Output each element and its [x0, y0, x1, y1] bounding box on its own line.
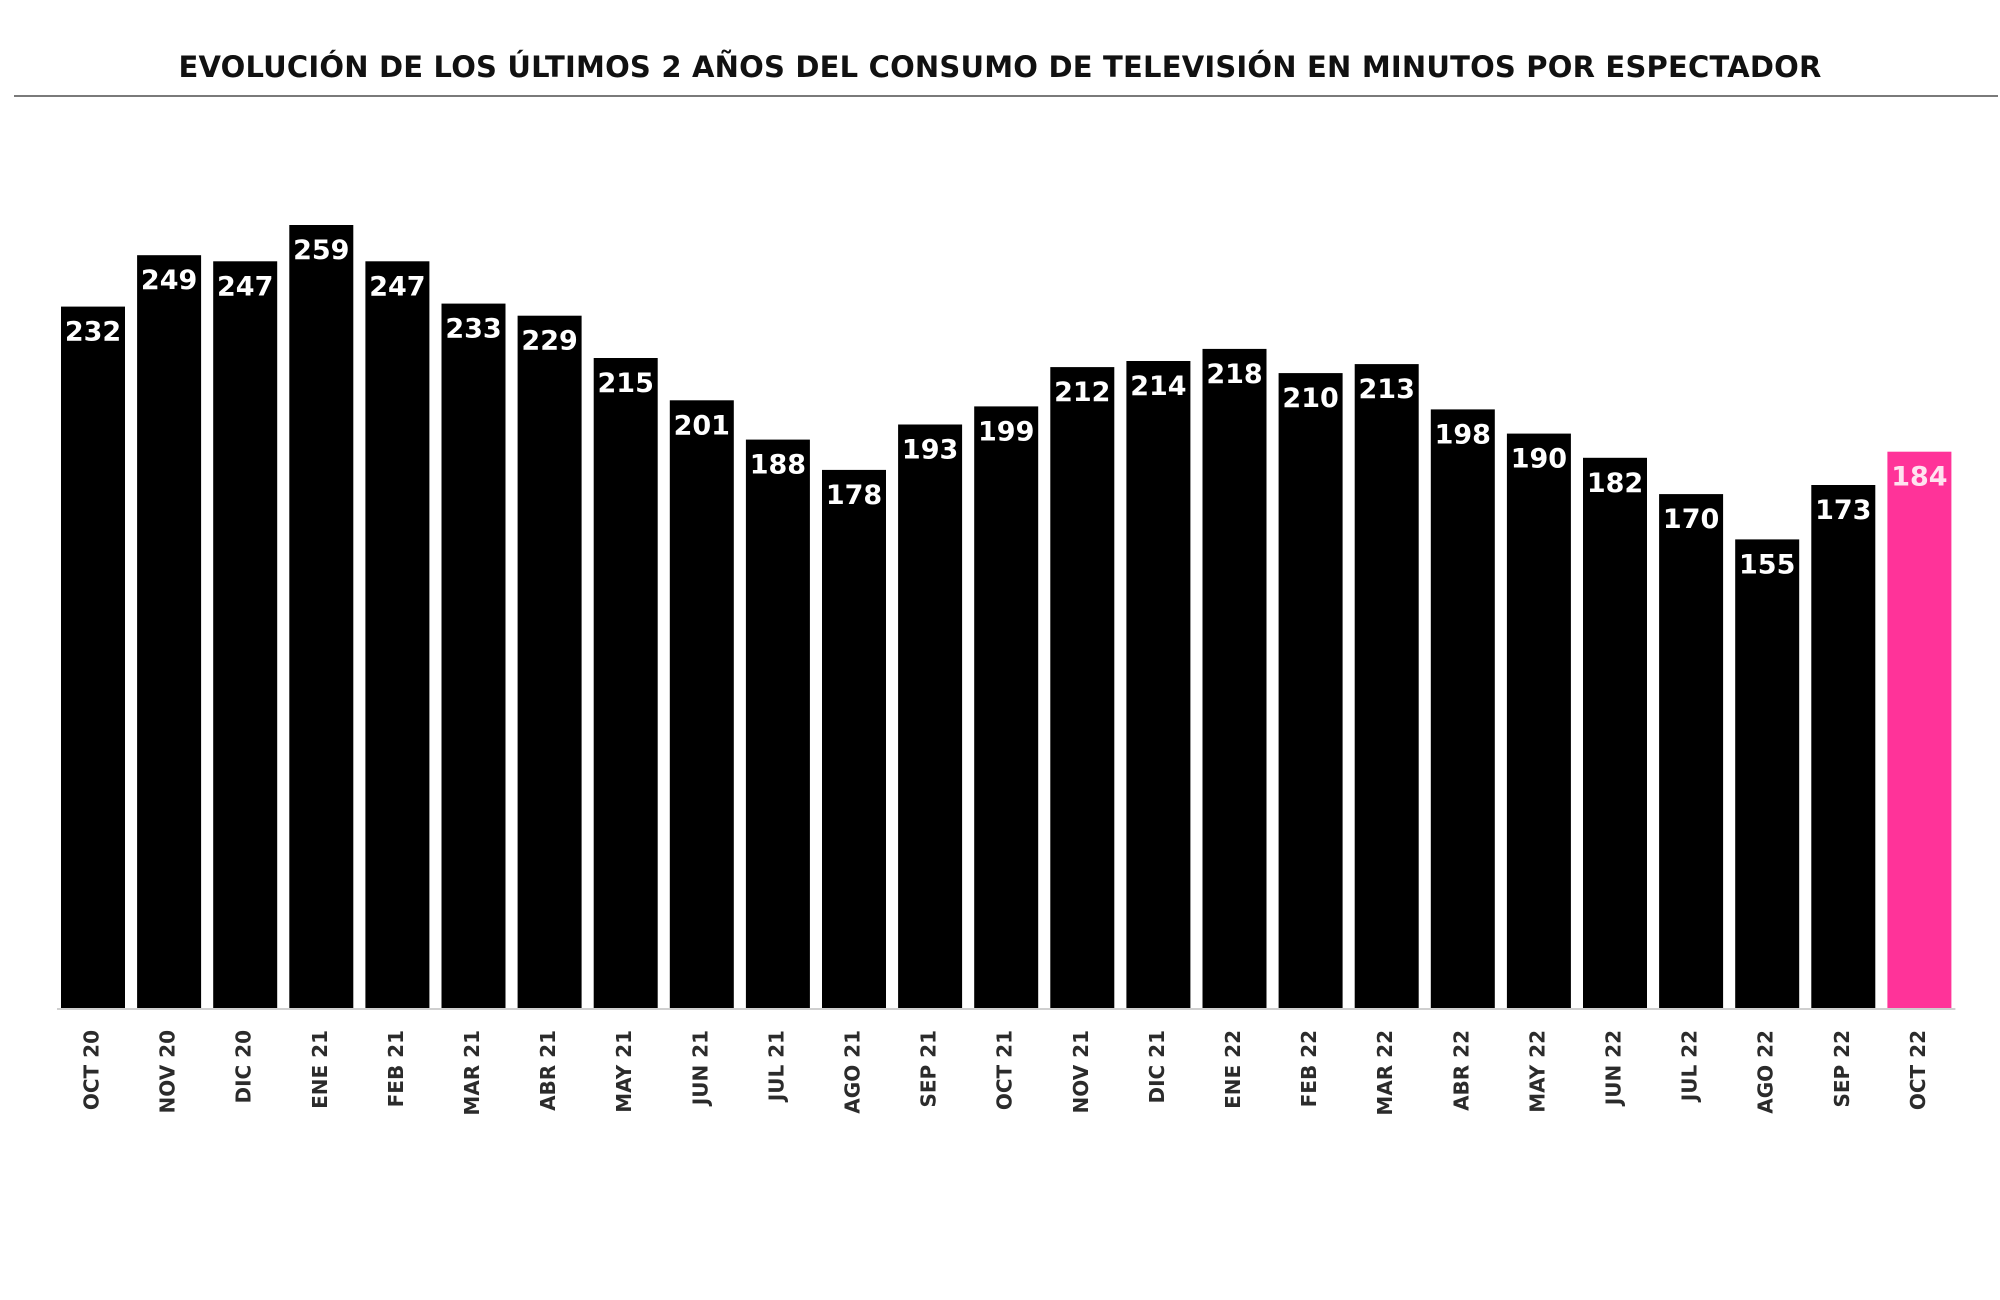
bar-value-label: 173	[1815, 495, 1871, 526]
bar-value-label: 182	[1587, 468, 1643, 499]
x-tick-label: AGO 22	[1754, 1030, 1778, 1114]
bar-value-label: 199	[978, 416, 1034, 447]
bar-abr-22	[1430, 409, 1495, 1008]
bar-value-label: 213	[1359, 374, 1415, 405]
bar-may-21	[593, 358, 658, 1008]
x-tick-label: FEB 21	[384, 1030, 408, 1107]
x-tick-label: ENE 22	[1221, 1030, 1245, 1109]
bar-sep-22	[1811, 485, 1876, 1008]
x-tick-label: JUL 22	[1678, 1030, 1702, 1103]
bar-ago-21	[822, 469, 886, 1008]
bar-oct-22	[1887, 451, 1952, 1008]
bar-jun-21	[669, 400, 734, 1008]
bar-oct-20	[61, 306, 125, 1009]
bar-value-label: 188	[750, 450, 806, 481]
x-tick-label: NOV 21	[1069, 1030, 1093, 1113]
bar-value-label: 249	[141, 265, 197, 296]
title-divider	[14, 95, 1998, 97]
x-tick-label: AGO 21	[841, 1030, 865, 1114]
x-tick-label: JUN 21	[688, 1030, 712, 1107]
bar-value-label: 210	[1282, 383, 1338, 414]
bar-value-label: 215	[598, 368, 654, 399]
bar-dic-20	[213, 261, 278, 1008]
bar-value-label: 155	[1739, 549, 1795, 580]
bar-value-label: 229	[521, 326, 577, 357]
bar-value-label: 232	[65, 317, 121, 348]
x-tick-label: DIC 21	[1145, 1030, 1169, 1104]
x-tick-label: FEB 22	[1297, 1030, 1321, 1107]
x-tick-label: SEP 21	[917, 1030, 941, 1108]
bar-dic-21	[1126, 361, 1191, 1008]
bar-nov-21	[1050, 367, 1115, 1009]
x-tick-label: MAY 21	[612, 1030, 636, 1113]
x-tick-label: ENE 21	[308, 1030, 332, 1109]
bar-value-label: 193	[902, 435, 958, 466]
x-tick-label: NOV 20	[156, 1030, 180, 1113]
bar-mar-21	[441, 303, 506, 1009]
bar-abr-21	[517, 315, 582, 1008]
x-tick-label: OCT 22	[1906, 1030, 1930, 1110]
x-tick-label: MAR 22	[1373, 1030, 1397, 1116]
bar-value-label: 259	[293, 235, 349, 266]
bar-jul-21	[745, 439, 810, 1009]
bar-value-label: 212	[1054, 377, 1110, 408]
x-tick-label: SEP 22	[1830, 1030, 1854, 1108]
x-tick-label: JUL 21	[764, 1030, 788, 1103]
bar-oct-21	[974, 406, 1039, 1008]
bar-mar-22	[1354, 364, 1419, 1009]
x-tick-label: DIC 20	[232, 1030, 256, 1104]
x-tick-label: OCT 20	[80, 1030, 104, 1110]
bar-ene-22	[1202, 348, 1267, 1008]
bar-jul-22	[1659, 494, 1724, 1009]
bar-ene-21	[289, 225, 354, 1008]
bar-feb-22	[1278, 373, 1343, 1009]
bar-feb-21	[365, 261, 430, 1008]
bars-group	[61, 225, 1952, 1009]
bar-ago-22	[1735, 539, 1800, 1008]
bar-may-22	[1506, 433, 1571, 1009]
bar-value-label: 198	[1435, 419, 1491, 450]
bar-jun-22	[1583, 457, 1647, 1008]
bar-value-label: 178	[826, 480, 882, 511]
bar-value-label: 214	[1130, 371, 1186, 402]
bar-labels-group: 232 249 247 259 247 233 229 215 201 188 178 193 199 2…	[65, 235, 1948, 580]
bar-nov-20	[137, 255, 202, 1008]
bar-value-label: 201	[674, 410, 730, 441]
x-tick-label: MAR 21	[460, 1030, 484, 1116]
bar-sep-21	[898, 424, 963, 1008]
x-tick-labels-group: OCT 20 NOV 20 DIC 20 ENE 21 FEB 21 MAR 21 ABR …	[80, 1030, 1930, 1116]
chart-title: EVOLUCIÓN DE LOS ÚLTIMOS 2 AÑOS DEL CONS…	[178, 50, 1822, 84]
bar-value-label: 218	[1206, 359, 1262, 390]
bar-value-label: 170	[1663, 504, 1719, 535]
x-tick-label: ABR 22	[1449, 1030, 1473, 1111]
bar-value-label: 233	[445, 314, 501, 345]
bar-value-label: 184	[1891, 462, 1947, 493]
bar-value-label: 247	[217, 271, 273, 302]
x-tick-label: ABR 21	[536, 1030, 560, 1111]
x-tick-label: OCT 21	[993, 1030, 1017, 1110]
x-tick-label: JUN 22	[1602, 1030, 1626, 1107]
x-tick-label: MAY 22	[1525, 1030, 1549, 1113]
bar-value-label: 190	[1511, 444, 1567, 475]
bar-value-label: 247	[369, 271, 425, 302]
